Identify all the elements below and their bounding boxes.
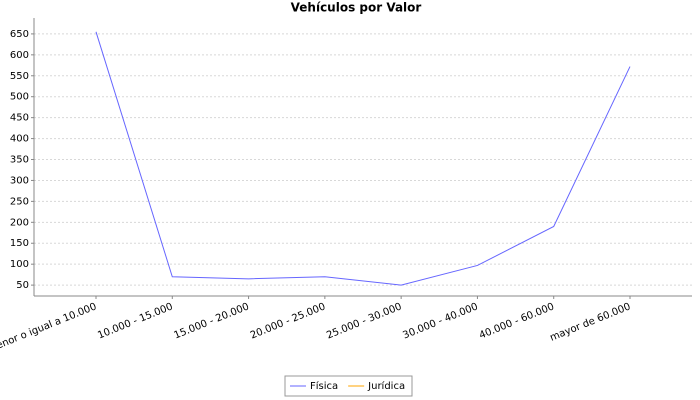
y-tick-label: 50	[16, 280, 29, 291]
legend-label: Física	[310, 380, 338, 392]
y-tick-label: 100	[10, 259, 29, 270]
y-tick-label: 450	[10, 113, 29, 124]
line-series	[95, 31, 631, 286]
y-tick-label: 300	[10, 175, 29, 186]
y-tick-label: 150	[10, 238, 29, 249]
y-tick-label: 400	[10, 134, 29, 145]
y-tick-label: 200	[10, 217, 29, 228]
y-tick-label: 500	[10, 92, 29, 103]
y-tick-label: 250	[10, 196, 29, 207]
y-tick-label: 550	[10, 71, 29, 82]
chart-title: Vehículos por Valor	[291, 1, 422, 15]
y-tick-label: 650	[10, 29, 29, 40]
y-tick-label: 600	[10, 50, 29, 61]
y-tick-label: 350	[10, 155, 29, 166]
legend-label: Jurídica	[367, 380, 405, 392]
